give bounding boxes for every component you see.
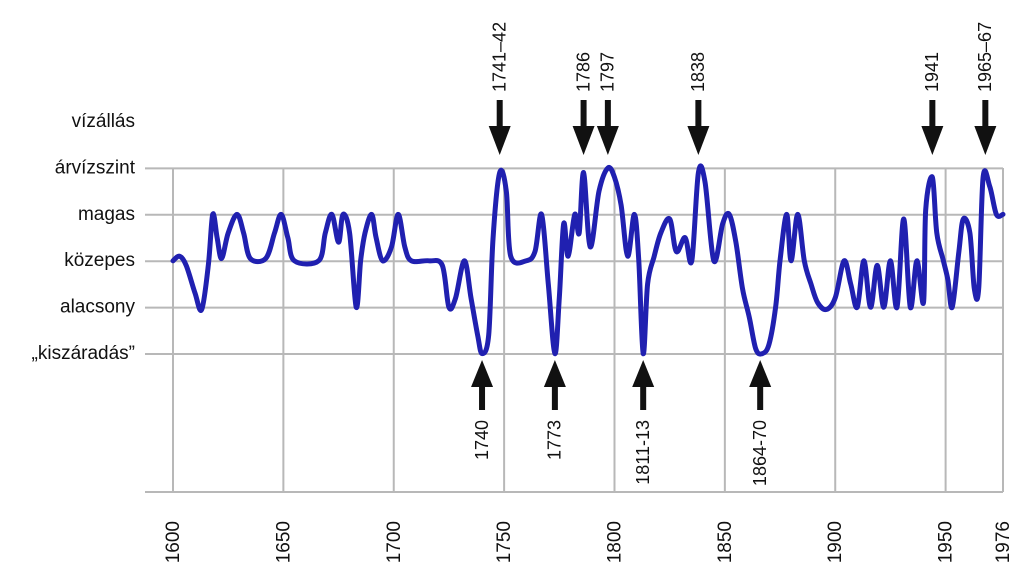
event-label-top: 1741–42 — [489, 22, 509, 92]
x-tick-label: 1850 — [715, 521, 736, 563]
event-label-top: 1786 — [573, 52, 593, 92]
up-arrow-icon — [543, 360, 566, 387]
down-arrow-icon — [921, 126, 944, 155]
y-level-labels: vízállás árvízszint magas közepes alacsony „k… — [32, 111, 136, 364]
event-label-bottom: 1740 — [472, 420, 492, 460]
series-group — [170, 163, 1006, 357]
down-arrow-icon — [974, 126, 997, 155]
y-level-label: közepes — [64, 250, 135, 271]
y-level-label: alacsony — [60, 297, 135, 318]
event-label-top: 1965–67 — [975, 22, 995, 92]
horizontal-gridlines — [145, 167, 1003, 493]
x-tick-label: 1800 — [605, 521, 626, 563]
x-tick-labels: 1600 1650 1700 1750 1800 1850 1900 1950 1976 — [163, 521, 1013, 563]
series-line — [170, 163, 1006, 357]
down-arrow-icon — [572, 126, 595, 155]
down-arrow-icon — [687, 126, 710, 155]
event-label-bottom: 1773 — [545, 420, 565, 460]
y-level-label: árvízszint — [55, 157, 136, 178]
y-level-label: magas — [78, 204, 135, 225]
x-tick-label: 1976 — [993, 521, 1013, 563]
event-label-bottom: 1811-13 — [633, 420, 653, 485]
x-tick-label: 1600 — [163, 521, 184, 563]
x-tick-label: 1750 — [494, 521, 515, 563]
event-label-bottom: 1864-70 — [750, 420, 770, 486]
event-label-top: 1941 — [922, 52, 942, 92]
event-annotations: 1741–42 1786 1797 1838 1941 1965–67 1740 1773 18… — [471, 22, 997, 486]
x-tick-label: 1900 — [825, 521, 846, 563]
y-level-label: „kiszáradás” — [32, 343, 135, 364]
up-arrow-icon — [471, 360, 494, 387]
x-tick-label: 1650 — [273, 521, 294, 563]
up-arrow-icon — [632, 360, 655, 387]
x-tick-label: 1950 — [936, 521, 957, 563]
event-label-top: 1838 — [688, 52, 708, 92]
up-arrow-icon — [749, 360, 772, 387]
down-arrow-icon — [488, 126, 511, 155]
down-arrow-icon — [596, 126, 619, 155]
event-label-top: 1797 — [598, 52, 618, 92]
y-level-label: vízállás — [72, 111, 135, 132]
x-tick-label: 1700 — [384, 521, 405, 563]
